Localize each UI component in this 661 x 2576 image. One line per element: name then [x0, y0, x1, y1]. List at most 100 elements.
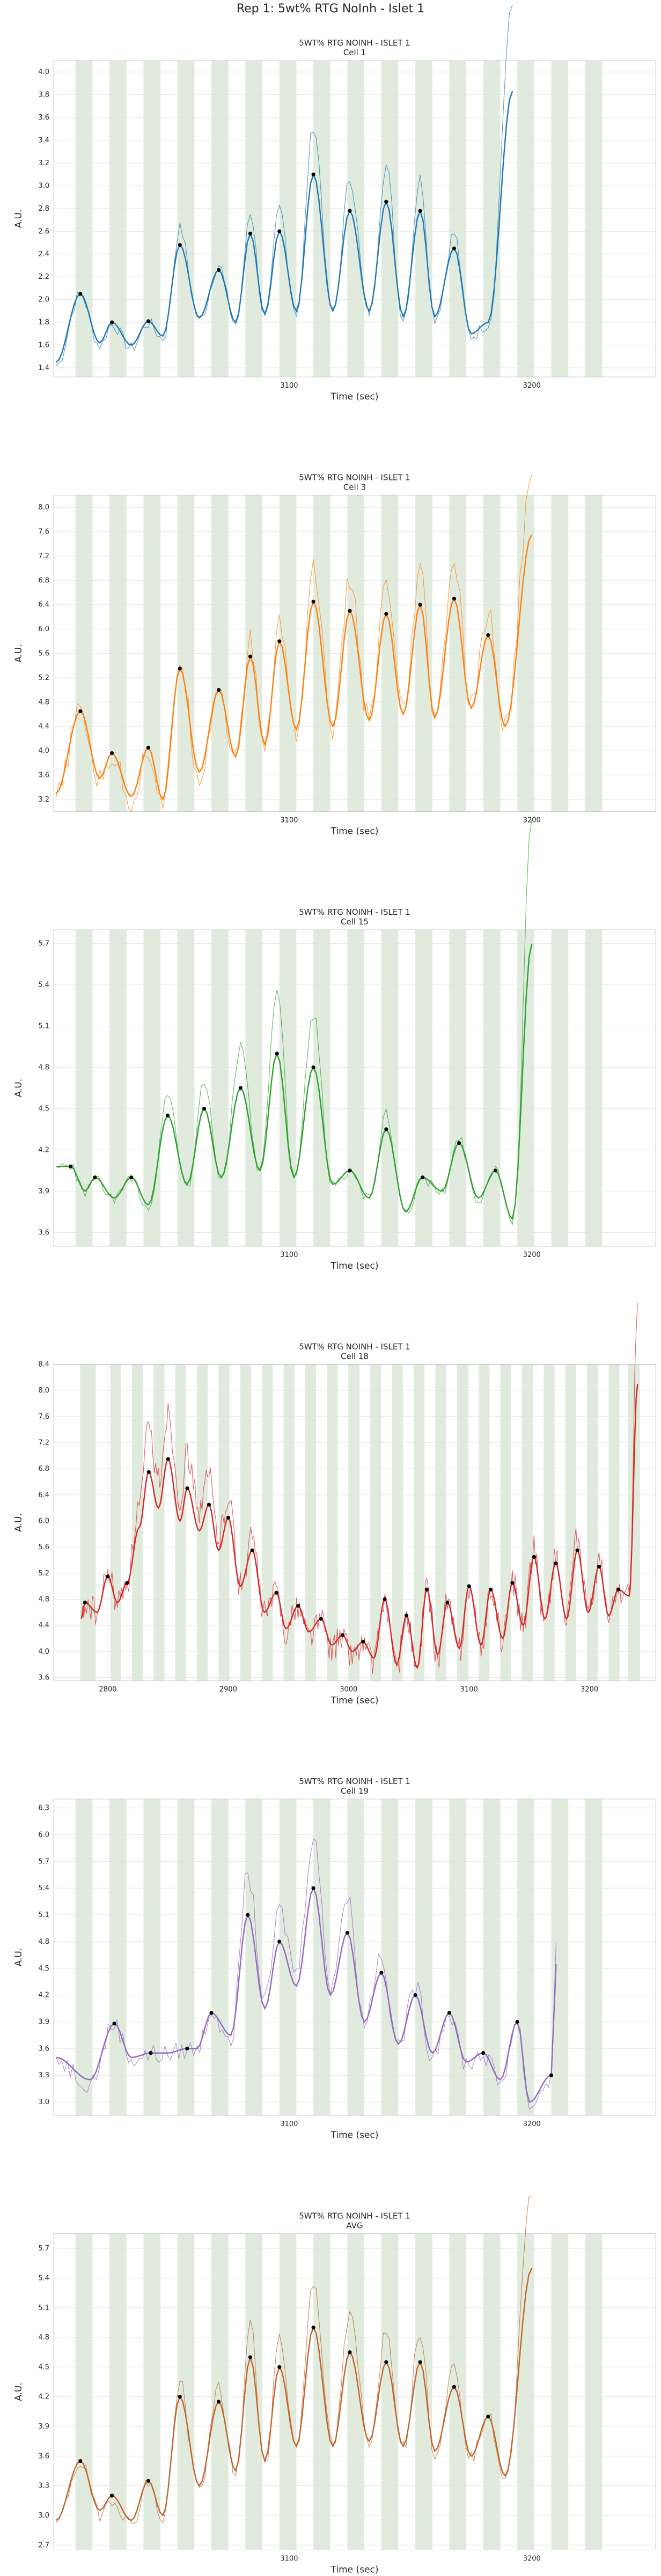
stimulus-band: [153, 1364, 165, 1681]
y-tick-label: 5.1: [38, 1023, 49, 1031]
y-tick-label: 8.0: [38, 1387, 49, 1395]
stimulus-band: [211, 930, 229, 1246]
peak-marker: [467, 1584, 471, 1588]
stimulus-band: [565, 1364, 576, 1681]
y-tick-label: 5.2: [38, 1570, 49, 1578]
y-tick-label: 7.2: [38, 552, 49, 560]
peak-marker: [486, 633, 490, 638]
peak-marker: [452, 2385, 457, 2389]
y-tick-label: 3.6: [38, 1674, 49, 1682]
y-tick-label: 4.8: [38, 2334, 49, 2342]
x-tick-label: 3200: [581, 1686, 598, 1694]
peak-marker: [421, 1175, 425, 1180]
peak-marker: [277, 639, 282, 643]
y-axis-label: A.U.: [13, 644, 24, 663]
figure-suptitle: Rep 1: 5wt% RTG NoInh - Islet 1: [236, 2, 425, 16]
x-tick-label: 2800: [99, 1686, 116, 1694]
peak-marker: [248, 2355, 253, 2359]
peak-marker: [319, 1617, 323, 1621]
peak-marker: [311, 1886, 315, 1890]
y-tick-label: 4.4: [38, 723, 49, 731]
stimulus-band: [628, 1364, 640, 1681]
peak-marker: [486, 2414, 490, 2419]
y-tick-label: 8.4: [38, 1361, 49, 1369]
peak-marker: [481, 2051, 486, 2055]
stimulus-band: [245, 1799, 263, 2115]
peak-marker: [250, 1548, 254, 1552]
peak-marker: [246, 1913, 250, 1917]
peak-marker: [549, 2073, 554, 2077]
stimulus-band: [131, 1364, 143, 1681]
stimulus-band: [415, 495, 432, 812]
y-tick-label: 4.0: [38, 68, 49, 76]
y-tick-label: 5.7: [38, 1857, 49, 1866]
peak-marker: [78, 292, 83, 296]
stimulus-band: [517, 930, 534, 1246]
stimulus-band: [211, 61, 229, 377]
stimulus-band: [75, 61, 93, 377]
stimulus-band: [347, 930, 365, 1246]
peak-marker: [166, 1113, 170, 1117]
y-tick-label: 3.0: [38, 182, 49, 190]
peak-marker: [202, 1106, 207, 1111]
peak-marker: [109, 2493, 114, 2498]
peak-marker: [384, 612, 388, 616]
stimulus-band: [381, 495, 399, 812]
y-tick-label: 3.2: [38, 159, 49, 167]
peak-marker: [248, 654, 253, 658]
stimulus-band: [109, 1799, 127, 2115]
peak-marker: [445, 1600, 450, 1605]
stimulus-band: [109, 930, 127, 1246]
stimulus-band: [279, 61, 297, 377]
y-tick-label: 8.0: [38, 504, 49, 512]
peak-marker: [311, 599, 315, 604]
peak-marker: [348, 2350, 352, 2355]
stimulus-band: [544, 1364, 555, 1681]
peak-marker: [146, 319, 151, 323]
peak-marker: [69, 1164, 73, 1168]
stimulus-band: [75, 495, 93, 812]
plot-frame: [53, 1364, 656, 1681]
peak-marker: [93, 1175, 97, 1180]
y-tick-label: 3.9: [38, 2018, 49, 2026]
y-tick-label: 4.8: [38, 1064, 49, 1072]
stimulus-band: [262, 1364, 273, 1681]
stimulus-band: [75, 2233, 93, 2550]
peak-marker: [554, 1561, 558, 1566]
y-tick-label: 3.2: [38, 796, 49, 804]
y-tick-label: 4.5: [38, 1105, 49, 1113]
y-tick-label: 5.7: [38, 2245, 49, 2253]
chart-subtitle: Cell 15: [341, 917, 369, 927]
y-tick-label: 3.8: [38, 91, 49, 99]
peak-marker: [340, 1633, 345, 1637]
chart-subtitle: Cell 3: [343, 483, 366, 492]
peak-marker: [217, 268, 221, 272]
chart-title: 5WT% RTG NOINH - ISLET 1: [299, 907, 410, 917]
y-tick-label: 5.1: [38, 2304, 49, 2312]
x-tick-label: 3200: [523, 2120, 541, 2128]
peak-marker: [425, 1587, 429, 1592]
x-axis-label: Time (sec): [330, 1696, 379, 1706]
y-tick-label: 4.0: [38, 747, 49, 755]
y-tick-label: 5.4: [38, 981, 49, 989]
x-tick-label: 3100: [280, 1251, 298, 1259]
peak-marker: [185, 2046, 189, 2051]
stimulus-band: [279, 2233, 297, 2550]
peak-marker: [226, 1515, 230, 1520]
y-tick-label: 2.2: [38, 273, 49, 281]
peak-marker: [217, 687, 221, 692]
stimulus-band: [305, 1364, 317, 1681]
plot-frame: [53, 2233, 656, 2550]
peak-marker: [146, 1470, 151, 1474]
x-tick-label: 3000: [340, 1686, 357, 1694]
y-axis-label: A.U.: [13, 1513, 24, 1532]
peak-marker: [109, 751, 114, 756]
peak-marker: [146, 2478, 151, 2483]
peak-marker: [311, 172, 315, 176]
stimulus-band: [415, 2233, 432, 2550]
stimulus-band: [381, 930, 399, 1246]
stimulus-band: [517, 2233, 534, 2550]
smoothed-trace-line: [55, 534, 533, 801]
y-tick-label: 6.8: [38, 1465, 49, 1473]
